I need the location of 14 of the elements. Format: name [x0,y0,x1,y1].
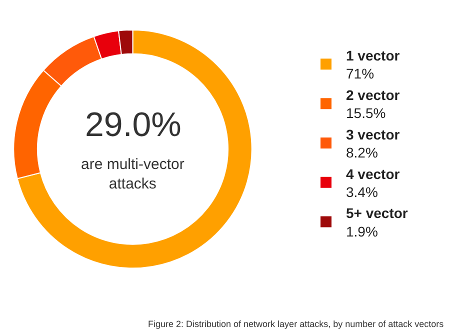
text: are multi-vector attacks [81,156,184,192]
legend-label: 4 vector [346,166,400,182]
legend-label: 1 vector [346,48,400,64]
data-label: 8.2% [346,144,378,161]
donut-slice [16,29,252,269]
legend-label: 2 vector [346,86,400,103]
data-label: 15.5% [346,105,386,122]
legend-label: 3 vector [346,126,400,142]
data-label: 3.4% [346,184,378,200]
data-label: 1.9% [346,223,378,240]
text: 29.0% [85,106,182,144]
legend-label: 5+ vector [346,205,408,222]
data-label: 71% [346,66,374,82]
caption: Figure 2: Distribution of network layer attacks, by number of attack vectors [148,319,444,329]
